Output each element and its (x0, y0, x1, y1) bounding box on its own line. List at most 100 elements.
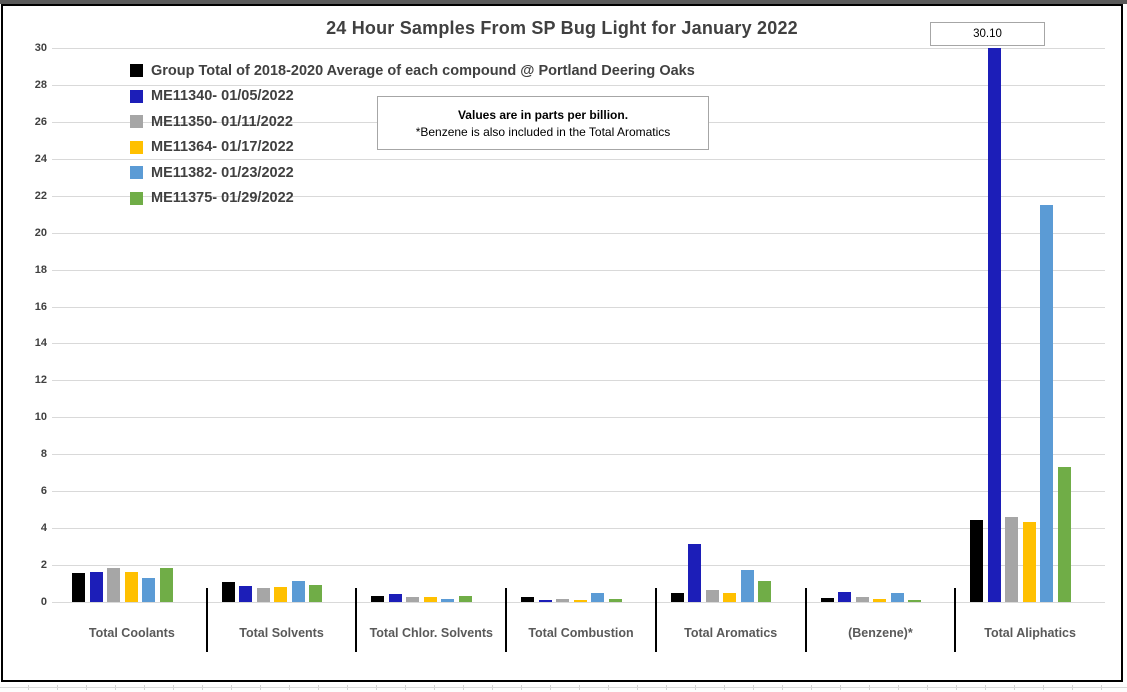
legend-label: ME11382- 01/23/2022 (151, 164, 294, 181)
legend-item[interactable]: Group Total of 2018-2020 Average of each… (130, 58, 695, 84)
bar[interactable] (291, 580, 305, 602)
bar[interactable] (388, 593, 402, 602)
y-axis-label: 2 (40, 559, 47, 572)
bar[interactable] (758, 580, 772, 602)
y-axis-label: 26 (34, 115, 47, 128)
category-label: Total Chlor. Solvents (369, 626, 493, 640)
gridline-16 (57, 306, 1105, 308)
category-label: Total Aliphatics (984, 626, 1076, 640)
legend-swatch-icon (130, 64, 143, 78)
y-axis-label: 24 (34, 152, 47, 165)
y-axis-tick (52, 491, 57, 493)
bar[interactable] (309, 585, 323, 602)
x-axis-line (57, 602, 1105, 603)
bar[interactable] (908, 600, 922, 602)
gridline-24 (57, 158, 1105, 160)
chart-title: 24 Hour Samples From SP Bug Light for Ja… (326, 18, 798, 38)
y-axis-label: 0 (40, 596, 47, 608)
bar[interactable] (670, 592, 684, 602)
bar[interactable] (89, 571, 103, 602)
bar[interactable] (72, 573, 85, 602)
y-axis-tick (52, 565, 57, 567)
legend-swatch-icon (130, 140, 143, 154)
y-axis-label: 8 (40, 448, 47, 461)
legend-label: ME11364- 01/17/2022 (151, 139, 294, 156)
bar[interactable] (556, 599, 570, 602)
bar[interactable] (441, 598, 455, 602)
legend-item[interactable]: ME11350- 01/11/2022 (130, 109, 695, 135)
category-separator (654, 588, 657, 652)
bar[interactable] (740, 569, 754, 602)
legend-item[interactable]: ME11382- 01/23/2022 (130, 160, 695, 186)
legend-item[interactable]: ME11375- 01/29/2022 (130, 186, 695, 212)
bar[interactable] (838, 591, 852, 602)
bar[interactable] (987, 48, 1001, 602)
bar[interactable] (239, 586, 253, 602)
bar[interactable] (873, 599, 887, 602)
y-axis-label: 10 (34, 411, 47, 424)
legend-label: ME11340- 01/05/2022 (151, 88, 294, 105)
bar[interactable] (855, 597, 869, 602)
y-axis-label: 6 (40, 485, 47, 498)
y-axis-label: 14 (34, 337, 47, 350)
bar[interactable] (970, 519, 984, 602)
category-separator (205, 588, 208, 652)
gridline-4 (57, 528, 1105, 530)
worksheet-top-strip (0, 0, 1127, 4)
bar[interactable] (723, 592, 737, 602)
category-separator (804, 588, 807, 652)
bar[interactable] (688, 543, 702, 602)
category-separator (505, 588, 508, 652)
legend-swatch-icon (130, 166, 143, 180)
legend-item[interactable]: ME11364- 01/17/2022 (130, 135, 695, 161)
bar[interactable] (573, 599, 587, 602)
bar[interactable] (256, 588, 270, 602)
bar[interactable] (1057, 467, 1071, 602)
bar[interactable] (1040, 204, 1054, 602)
bar[interactable] (890, 592, 904, 602)
bar[interactable] (705, 590, 719, 602)
legend-swatch-icon (130, 89, 143, 103)
category-label: (Benzene)* (848, 626, 913, 640)
y-axis-label: 20 (34, 226, 47, 239)
bar[interactable] (1005, 517, 1019, 602)
bar[interactable] (124, 571, 138, 602)
bar[interactable] (371, 595, 385, 602)
gridline-2 (57, 565, 1105, 567)
bar[interactable] (159, 567, 173, 602)
y-axis-tick (52, 343, 57, 345)
bar[interactable] (591, 592, 605, 602)
legend-label: Group Total of 2018-2020 Average of each… (151, 62, 695, 79)
bar[interactable] (1022, 521, 1036, 602)
y-axis-label: 12 (34, 374, 47, 387)
y-axis-tick (52, 232, 57, 234)
bar[interactable] (521, 597, 535, 602)
gridline-8 (57, 454, 1105, 456)
legend-item[interactable]: ME11340- 01/05/2022 (130, 84, 695, 110)
bar[interactable] (221, 581, 235, 602)
annotation-line-2: *Benzene is also included in the Total A… (415, 124, 671, 139)
category-label: Total Solvents (239, 626, 324, 640)
bar[interactable] (423, 597, 437, 602)
annotation-text-box[interactable]: Values are in parts per billion. *Benzen… (377, 96, 709, 150)
bar[interactable] (142, 578, 155, 602)
bar[interactable] (274, 587, 288, 602)
y-axis-tick (52, 380, 57, 382)
worksheet-gridline (0, 687, 1127, 688)
gridline-30 (57, 48, 1105, 49)
category-label: Total Aromatics (684, 626, 778, 640)
bar[interactable] (458, 596, 472, 602)
y-axis-label: 28 (34, 78, 47, 91)
bar[interactable] (538, 600, 552, 602)
bar[interactable] (608, 599, 622, 602)
bar[interactable] (107, 567, 120, 602)
y-axis-tick (52, 84, 57, 86)
legend-swatch-icon (130, 115, 143, 129)
y-axis-tick (52, 158, 57, 160)
category-label: Total Coolants (88, 626, 175, 640)
y-axis-tick (52, 269, 57, 271)
gridline-6 (57, 491, 1105, 493)
bar[interactable] (820, 598, 834, 602)
max-value-data-label[interactable]: 30.10 (930, 22, 1045, 46)
bar[interactable] (406, 597, 420, 602)
